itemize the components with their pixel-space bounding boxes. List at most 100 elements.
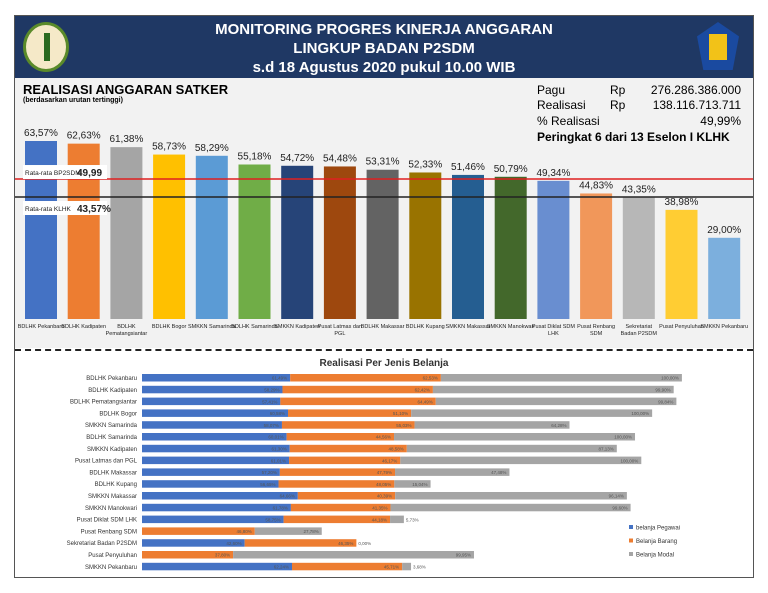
bar-segment (287, 409, 412, 417)
data-label: 47,79% (377, 470, 392, 475)
bar (580, 193, 613, 319)
category-label: BDLHK Makassar (361, 324, 405, 330)
data-label: 61,38% (109, 134, 143, 145)
data-label: 58,29% (195, 143, 229, 154)
category-label: SMKKN Manokwari (85, 506, 137, 512)
bar-segment (394, 480, 431, 488)
data-label: 87,13% (599, 447, 614, 452)
data-label: 99,84% (658, 399, 673, 404)
bar-segment (278, 480, 395, 488)
data-label: 62,24% (274, 565, 289, 570)
pagu-currency: Rp (610, 83, 626, 97)
data-label: 61,01% (271, 458, 286, 463)
data-label: 99,90% (655, 388, 670, 393)
data-label: 43,35% (622, 185, 656, 196)
bar-segment (290, 374, 441, 382)
category-label: BDLHK Samarinda (86, 435, 137, 441)
reference-label: Rata-rata BP2SDM (25, 170, 81, 177)
bar-segment (289, 456, 401, 465)
data-label: 61,30% (271, 447, 286, 452)
bar-segment (142, 527, 255, 535)
category-label: SMKKN Pekanbaru (85, 565, 137, 571)
chart-subtitle: (berdasarkan urutan tertinggi) (23, 97, 123, 104)
category-label: Pusat Latmas dan PGL (75, 459, 138, 465)
legend-label: Belanja Barang (636, 539, 677, 545)
data-label: 58,07% (264, 423, 279, 428)
bar-segment (282, 385, 433, 394)
bar-segment (390, 503, 631, 512)
data-label: 62,63% (67, 131, 101, 142)
data-label: 41,35% (372, 506, 387, 511)
data-label: 64,49% (418, 399, 433, 404)
bar-segment (440, 374, 682, 382)
category-label: BDLHK Kupang (95, 482, 137, 488)
category-label: SMKKN Makassar (88, 494, 137, 500)
bar (494, 176, 527, 319)
data-label: 49,34% (536, 168, 570, 179)
bar-segment (142, 385, 283, 394)
header-title-line3: s.d 18 Agustus 2020 pukul 10.00 WIB (252, 59, 516, 76)
data-label: 100,00% (631, 411, 649, 416)
bar-segment (280, 397, 436, 406)
bar-segment (142, 503, 291, 512)
bar-segment (406, 444, 617, 453)
jenis-belanja-chart: Realisasi Per Jenis Belanja BDLHK Pekanba… (67, 358, 682, 571)
category-label: BDLHK Kadipaten (88, 388, 137, 394)
bar-segment (395, 468, 510, 476)
data-label: 47,48% (491, 470, 506, 475)
bar (366, 169, 399, 319)
bar (153, 154, 186, 319)
category-label: Pusat Renbang SDM (81, 529, 137, 535)
category-label: BDLHK Kupang (406, 324, 445, 330)
data-label: 57,41% (262, 399, 277, 404)
data-label: 63,57% (24, 128, 58, 139)
category-label: BDLHK Pekanbaru (18, 324, 64, 330)
pagu-value: 276.286.386.000 (650, 83, 741, 97)
legend-swatch (629, 538, 633, 543)
data-label: 5,73% (406, 517, 419, 522)
data-label: 53,31% (366, 157, 400, 168)
jenis-belanja-panel: Realisasi Per Jenis Belanja BDLHK Pekanba… (15, 353, 753, 578)
bar-segment (283, 515, 391, 524)
bar-segment (142, 374, 291, 382)
category-label: SMKKN Pekanbaru (700, 324, 748, 330)
data-label: 57,20% (262, 470, 277, 475)
data-label: 27,78% (303, 529, 318, 534)
data-label: 52,33% (408, 159, 442, 170)
data-label: 40,39% (377, 494, 392, 499)
category-label: BDLHK Pematangsiantar (106, 324, 148, 337)
data-label: 58,29% (264, 388, 279, 393)
reference-value: 43,57% (77, 204, 111, 215)
dashboard: MONITORING PROGRES KINERJA ANGGARAN LING… (14, 15, 754, 578)
category-label: Pusat Penyuluhan (88, 553, 137, 559)
data-label: 42,60% (226, 541, 241, 546)
data-label: 100,00% (661, 376, 679, 381)
klhk-logo (23, 22, 69, 72)
reference-label-box (23, 165, 107, 180)
data-label: 62,53% (423, 376, 438, 381)
header-title-line1: MONITORING PROGRES KINERJA ANGGARAN (215, 21, 553, 38)
realisasi-value: 138.116.713.711 (652, 98, 741, 112)
bar-segment (297, 492, 396, 500)
reference-label-box (23, 201, 107, 216)
category-label: SMKKN Manokwari (487, 324, 535, 330)
data-label: 99,60% (612, 506, 627, 511)
category-label: BDLHK Bogor (99, 411, 137, 417)
bar-segment (291, 562, 403, 571)
reference-label: Rata-rata KLHK (25, 206, 72, 213)
bar-segment (286, 433, 395, 441)
bar (537, 180, 570, 319)
data-label: 61,49% (272, 376, 287, 381)
category-label: Pusat Renbang SDM (577, 324, 615, 337)
data-label: 48,58% (389, 447, 404, 452)
category-label: SMKKN Samarinda (188, 324, 237, 330)
bar-segment (435, 397, 677, 406)
chart-title: Realisasi Per Jenis Belanja (320, 358, 449, 369)
bar-segment (254, 527, 322, 535)
data-label: 64,66% (280, 494, 295, 499)
data-label: 56,65% (260, 482, 275, 487)
bar (665, 209, 698, 319)
bar-segment (233, 551, 474, 559)
data-label: 46,80% (237, 529, 252, 534)
category-label: BDLHK Bogor (152, 324, 187, 330)
